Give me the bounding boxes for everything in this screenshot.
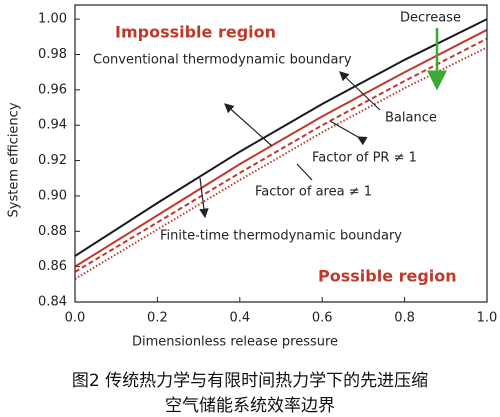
x-tick-label: 0.2 [147, 311, 168, 326]
y-axis-title: System efficiency [7, 102, 22, 217]
series-line [74, 18, 488, 257]
y-tick-label: 0.96 [38, 82, 67, 97]
annotation: Factor of area ≠ 1 [255, 185, 372, 200]
arrow [199, 177, 209, 219]
y-tick-label: 0.86 [38, 259, 67, 274]
y-tick-label: 0.84 [38, 295, 67, 310]
y-tick-label: 0.94 [38, 118, 67, 133]
y-tick-label: 0.90 [38, 188, 67, 203]
y-tick-label: 0.98 [38, 47, 67, 62]
arrow [329, 120, 368, 146]
caption: 空气储能系统效率边界 [165, 396, 335, 416]
y-tick-label: 0.88 [38, 224, 67, 239]
arrow [224, 103, 273, 147]
arrow [296, 163, 313, 181]
arrow [339, 71, 381, 111]
x-tick-label: 0.0 [65, 311, 86, 326]
annotation: Decrease [400, 11, 461, 26]
x-tick-label: 0.8 [394, 311, 415, 326]
x-tick-label: 0.4 [229, 311, 250, 326]
series-line [74, 46, 488, 280]
y-tick-label: 0.92 [38, 153, 67, 168]
annotation: Factor of PR ≠ 1 [312, 151, 417, 166]
y-tick-label: 1.00 [38, 12, 67, 27]
annotation: Balance [385, 111, 437, 126]
caption: 图2 传统热力学与有限时间热力学下的先进压缩 [72, 371, 428, 391]
annotation: Finite-time thermodynamic boundary [160, 229, 402, 244]
x-tick-label: 0.6 [312, 311, 333, 326]
series-line [74, 37, 488, 273]
annotation: Possible region [318, 267, 457, 286]
annotation: Conventional thermodynamic boundary [93, 53, 352, 68]
series-line [74, 28, 488, 268]
x-tick-label: 1.0 [477, 311, 498, 326]
annotation: Impossible region [115, 23, 276, 42]
plot-frame [74, 4, 488, 303]
x-axis-title: Dimensionless release pressure [132, 335, 338, 350]
